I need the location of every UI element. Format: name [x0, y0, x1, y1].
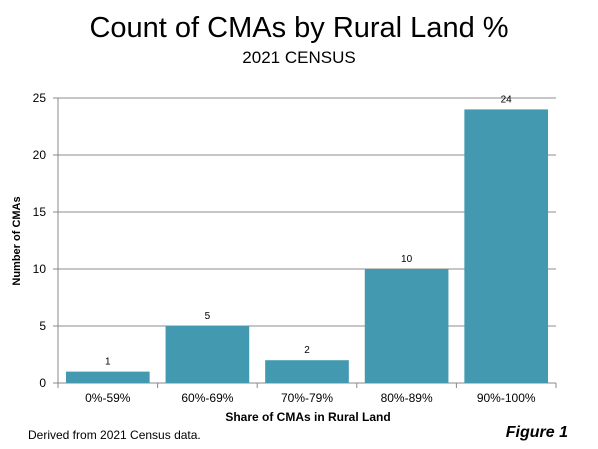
- x-axis: 0%-59% 60%-69% 70%-79% 80%-89% 90%-100%: [57, 383, 557, 405]
- x-tick-label: 60%-69%: [181, 391, 233, 405]
- y-tick-label: 0: [39, 376, 46, 390]
- y-tick-label: 25: [33, 91, 47, 105]
- x-tick-label: 80%-89%: [381, 391, 433, 405]
- bar-data-label: 2: [304, 345, 310, 356]
- y-tick-label: 5: [39, 319, 46, 333]
- bar: [165, 326, 250, 383]
- y-axis-label: Number of CMAs: [11, 196, 23, 285]
- bar: [464, 109, 549, 384]
- bar-data-label: 5: [205, 311, 211, 322]
- footnote: Derived from 2021 Census data.: [28, 428, 201, 442]
- x-axis-label: Share of CMAs in Rural Land: [225, 410, 390, 424]
- bar-data-label: 10: [401, 254, 413, 265]
- x-tick-label: 70%-79%: [281, 391, 333, 405]
- figure-label: Figure 1: [505, 424, 568, 441]
- bar: [65, 371, 150, 383]
- bars: 1 5 2 10 24: [65, 94, 549, 384]
- x-tick-label: 0%-59%: [85, 391, 131, 405]
- y-tick-label: 15: [33, 205, 47, 219]
- y-tick-label: 20: [33, 148, 47, 162]
- chart-title: Count of CMAs by Rural Land %: [89, 12, 509, 44]
- bar-data-label: 1: [105, 357, 111, 368]
- bar-data-label: 24: [501, 94, 513, 105]
- y-tick-label: 10: [33, 262, 47, 276]
- y-axis: 0 5 10 15 20 25: [33, 91, 59, 390]
- bar: [265, 360, 349, 383]
- bar: [364, 269, 449, 383]
- chart-subtitle: 2021 CENSUS: [242, 48, 356, 67]
- x-tick-label: 90%-100%: [477, 391, 536, 405]
